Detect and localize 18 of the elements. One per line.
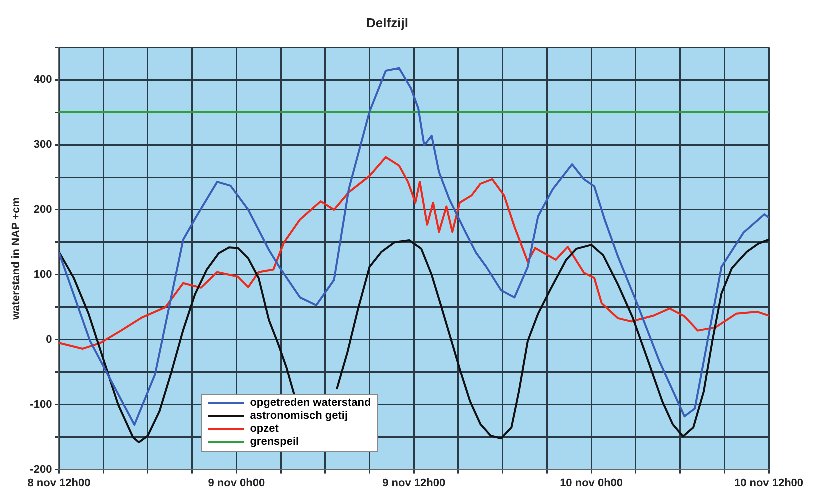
chart-title: Delfzijl: [366, 15, 408, 30]
y-tick-label: 0: [46, 334, 52, 346]
legend-label: opgetreden waterstand: [250, 396, 372, 410]
y-axis-title: waterstand in NAP +cm: [10, 197, 23, 321]
y-tick-label: 100: [34, 268, 52, 281]
legend-label: astronomisch getij: [250, 410, 348, 423]
legend-label: grenspeil: [250, 436, 300, 449]
y-tick-label: -200: [30, 464, 52, 476]
y-tick-label: 300: [34, 139, 52, 152]
y-tick-label: -100: [30, 398, 52, 411]
y-tick-label: 400: [34, 74, 52, 86]
x-tick-label: 8 nov 12h00: [28, 477, 91, 490]
x-tick-label: 10 nov 12h00: [734, 477, 804, 490]
x-tick-label: 9 nov 0h00: [208, 477, 266, 490]
legend-label: opzet: [250, 422, 279, 436]
x-tick-label: 10 nov 0h00: [560, 477, 624, 490]
y-tick-label: 200: [34, 204, 52, 216]
x-tick-label: 9 nov 12h00: [382, 477, 446, 490]
